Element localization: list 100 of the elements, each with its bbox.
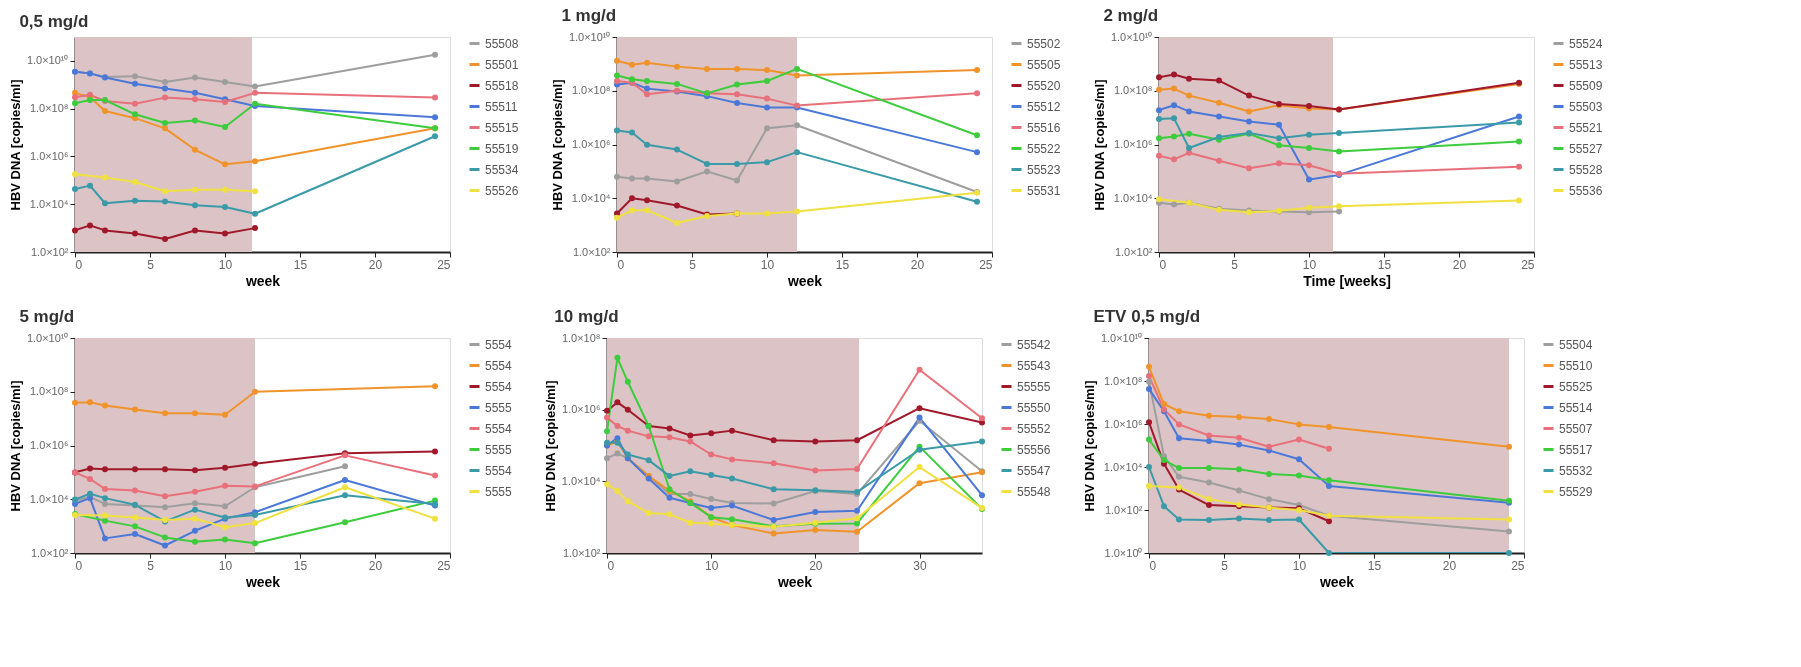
chart-title: ETV 0,5 mg/d xyxy=(1093,307,1201,326)
y-tick-label: 1.0×10⁴ xyxy=(29,197,69,210)
chart-title: 0,5 mg/d xyxy=(19,12,89,31)
legend-label: 5555 xyxy=(485,442,513,457)
y-tick-label: 1.0×10² xyxy=(30,546,69,559)
x-axis-title: week xyxy=(244,573,281,590)
x-tick-label: 25 xyxy=(1511,558,1525,573)
y-tick-label: 1.0×10⁶ xyxy=(562,403,601,416)
y-tick-label: 1.0×10⁸ xyxy=(29,102,69,115)
y-axis-title: HBV DNA [copies/ml] xyxy=(1091,79,1107,211)
legend-label: 55502 xyxy=(1027,36,1061,51)
x-tick-label: 15 xyxy=(1377,257,1392,272)
y-tick-label: 1.0×10¹⁰ xyxy=(1100,331,1143,344)
legend-label: 55532 xyxy=(1559,463,1593,478)
legend-label: 55510 xyxy=(1559,358,1593,373)
legend-label: 55521 xyxy=(1569,120,1603,135)
y-tick-label: 1.0×10⁶ xyxy=(1114,138,1153,150)
x-tick-label: 20 xyxy=(368,257,383,272)
legend-label: 55520 xyxy=(1027,78,1061,93)
legend-label: 5554 xyxy=(485,379,513,394)
x-tick-label: 20 xyxy=(1452,257,1467,272)
x-tick-label: 25 xyxy=(979,257,993,272)
y-tick-label: 1.0×10² xyxy=(1114,245,1153,258)
x-tick-label: 0 xyxy=(617,257,625,272)
y-tick-label: 1.0×10⁴ xyxy=(571,191,611,204)
legend-label: 55522 xyxy=(1027,141,1061,156)
y-tick-label: 1.0×10⁸ xyxy=(1113,84,1153,97)
legend-label: 55534 xyxy=(485,162,519,177)
legend-label: 55529 xyxy=(1559,484,1593,499)
y-axis-title: HBV DNA [copies/ml] xyxy=(1081,380,1097,512)
legend-label: 55555 xyxy=(1017,379,1051,394)
y-tick-label: 1.0×10¹⁰ xyxy=(568,30,611,43)
legend-label: 55512 xyxy=(1027,99,1061,114)
y-axis-title: HBV DNA [copies/ml] xyxy=(7,79,23,211)
y-axis-title: HBV DNA [copies/ml] xyxy=(549,79,565,211)
y-tick-label: 1.0×10⁶ xyxy=(30,149,69,162)
legend-label: 55514 xyxy=(1559,400,1593,415)
legend-label: 55511 xyxy=(485,99,518,114)
x-tick-label: 5 xyxy=(147,558,155,573)
x-tick-label: 15 xyxy=(835,257,850,272)
y-tick-label: 1.0×10⁸ xyxy=(1103,374,1143,387)
x-axis-title: week xyxy=(1318,573,1355,590)
legend-label: 55523 xyxy=(1027,162,1061,177)
x-tick-label: 20 xyxy=(368,558,383,573)
x-tick-label: 10 xyxy=(760,257,775,272)
x-axis-title: week xyxy=(786,272,823,289)
legend-label: 55536 xyxy=(1569,183,1603,198)
x-tick-label: 15 xyxy=(293,558,308,573)
legend-label: 5555 xyxy=(485,400,513,415)
legend-label: 55531 xyxy=(1027,183,1061,198)
x-tick-label: 0 xyxy=(75,257,83,272)
y-tick-label: 1.0×10⁸ xyxy=(561,331,601,344)
x-tick-label: 5 xyxy=(689,257,697,272)
x-tick-label: 15 xyxy=(293,257,308,272)
x-tick-label: 10 xyxy=(218,558,233,573)
y-tick-label: 1.0×10¹⁰ xyxy=(26,54,69,67)
chart-title: 10 mg/d xyxy=(554,307,619,326)
y-tick-label: 1.0×10¹⁰ xyxy=(26,331,69,344)
y-tick-label: 1.0×10² xyxy=(562,546,601,559)
y-tick-label: 1.0×10⁶ xyxy=(572,138,611,150)
legend-label: 5555 xyxy=(485,484,513,499)
legend-label: 55518 xyxy=(485,78,519,93)
x-tick-label: 25 xyxy=(437,558,451,573)
legend-label: 55509 xyxy=(1569,78,1603,93)
y-tick-label: 1.0×10⁰ xyxy=(1104,546,1143,559)
y-tick-label: 1.0×10² xyxy=(572,245,611,258)
legend-label: 55528 xyxy=(1569,162,1603,177)
y-tick-label: 1.0×10⁴ xyxy=(561,474,601,487)
x-axis-title: week xyxy=(244,272,281,289)
legend-label: 5554 xyxy=(485,463,513,478)
legend-label: 55524 xyxy=(1569,36,1603,51)
x-tick-label: 0 xyxy=(1159,257,1167,272)
x-tick-label: 0 xyxy=(75,558,83,573)
y-tick-label: 1.0×10⁴ xyxy=(1113,191,1153,204)
legend-label: 55556 xyxy=(1017,442,1051,457)
chart-title: 1 mg/d xyxy=(561,6,617,25)
y-axis-title: HBV DNA [copies/ml] xyxy=(542,380,558,512)
legend-label: 55503 xyxy=(1569,99,1603,114)
x-tick-label: 10 xyxy=(1292,558,1307,573)
y-tick-label: 1.0×10⁸ xyxy=(571,84,611,97)
legend-label: 5554 xyxy=(485,337,513,352)
x-tick-label: 10 xyxy=(218,257,233,272)
x-tick-label: 0 xyxy=(1149,558,1157,573)
y-tick-label: 1.0×10⁶ xyxy=(30,439,69,451)
legend-label: 55519 xyxy=(485,141,519,156)
x-axis-title: week xyxy=(776,573,813,590)
legend-label: 55527 xyxy=(1569,141,1603,156)
y-tick-label: 1.0×10² xyxy=(30,245,69,258)
x-axis-title: Time [weeks] xyxy=(1303,272,1391,289)
legend-label: 55507 xyxy=(1559,421,1593,436)
legend-label: 5554 xyxy=(485,421,513,436)
legend-label: 55505 xyxy=(1027,57,1061,72)
x-tick-label: 5 xyxy=(1231,257,1239,272)
x-tick-label: 15 xyxy=(1367,558,1382,573)
x-tick-label: 10 xyxy=(704,558,719,573)
legend-label: 55550 xyxy=(1017,400,1051,415)
legend-label: 55508 xyxy=(485,36,519,51)
legend-label: 55543 xyxy=(1017,358,1051,373)
y-tick-label: 1.0×10⁸ xyxy=(29,385,69,398)
legend-label: 55516 xyxy=(1027,120,1061,135)
